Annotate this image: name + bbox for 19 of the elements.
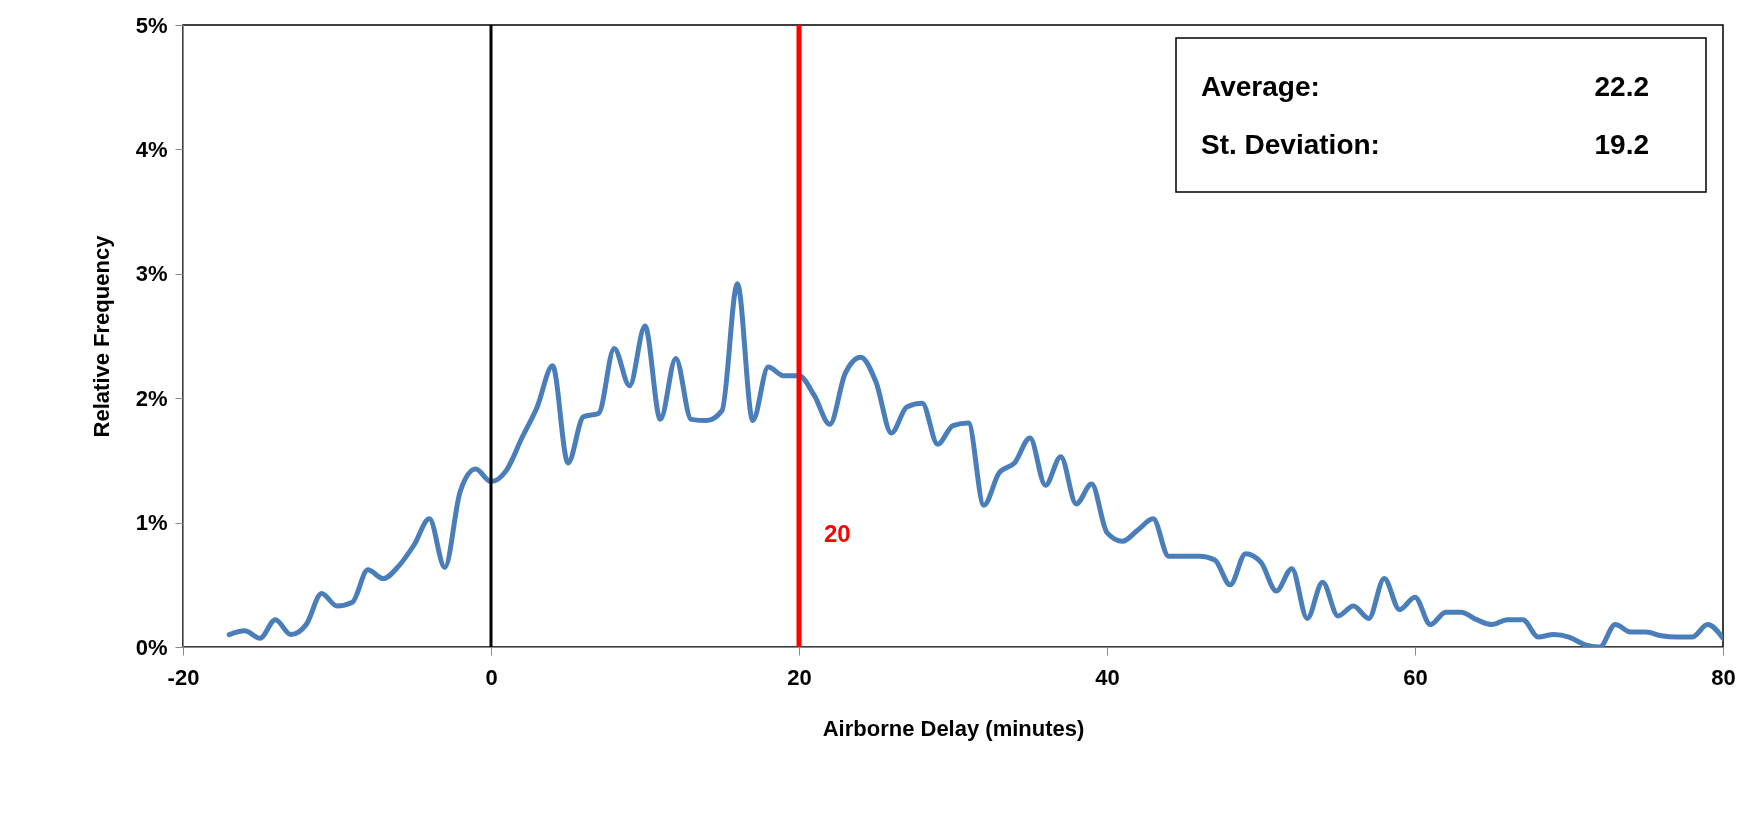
- annotation: 22.2: [1594, 71, 1649, 102]
- x-axis-title: Airborne Delay (minutes): [822, 715, 1085, 741]
- y-tick-label: 4%: [135, 136, 168, 162]
- ref-line-label: 20: [824, 520, 851, 548]
- annotation: St. Deviation:: [1201, 129, 1380, 160]
- annotation: 19.2: [1594, 129, 1649, 160]
- x-tick-label: 40: [1095, 664, 1120, 690]
- y-tick-label: 3%: [135, 261, 168, 287]
- y-tick-label: 0%: [135, 634, 168, 660]
- x-tick-label: 0: [485, 664, 498, 690]
- y-tick-label: 5%: [135, 12, 168, 38]
- y-tick-label: 2%: [135, 385, 168, 411]
- y-tick-label: 1%: [135, 510, 168, 536]
- annotation: Average:: [1201, 71, 1320, 102]
- y-axis-title: Relative Frequency: [88, 234, 114, 438]
- x-tick-label: 80: [1711, 664, 1736, 690]
- x-tick-label: -20: [167, 664, 200, 690]
- x-tick-label: 20: [787, 664, 812, 690]
- x-tick-label: 60: [1403, 664, 1428, 690]
